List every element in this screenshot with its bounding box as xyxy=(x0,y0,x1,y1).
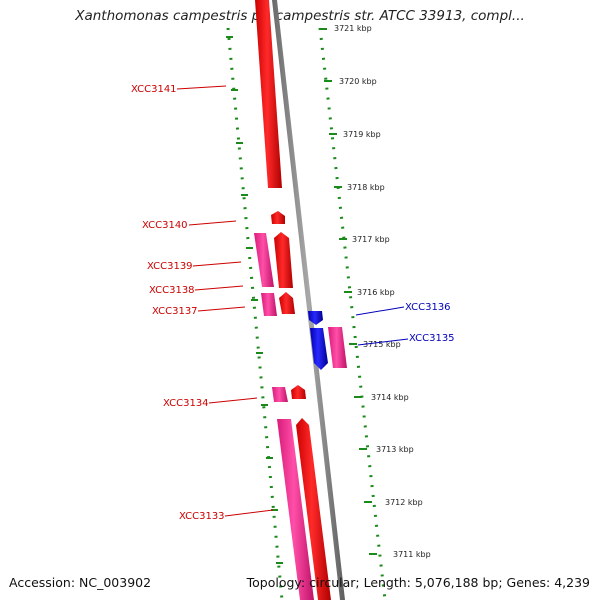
gene-xcc3136-cds[interactable] xyxy=(308,311,323,325)
gene-xcc3141-cds[interactable] xyxy=(255,0,282,188)
gene-label-xcc3138[interactable]: XCC3138 xyxy=(149,285,195,296)
gene-xcc3134-gene[interactable] xyxy=(272,387,288,402)
kbp-tick-label: 3714 kbp xyxy=(371,393,409,402)
gene-label-xcc3136[interactable]: XCC3136 xyxy=(405,302,451,313)
gene-label-xcc3134[interactable]: XCC3134 xyxy=(163,398,209,409)
gene-label-xcc3137[interactable]: XCC3137 xyxy=(152,306,198,317)
gene-xcc3135-gene[interactable] xyxy=(328,327,347,368)
ruler-right-ticks xyxy=(319,28,377,555)
map-title: Xanthomonas campestris pv. campestris st… xyxy=(75,8,525,24)
gene-xcc3139-cds[interactable] xyxy=(274,232,293,288)
ruler-right-line xyxy=(318,27,387,600)
gene-xcc3134-cds[interactable] xyxy=(291,385,306,399)
gene-label-xcc3139[interactable]: XCC3139 xyxy=(147,261,193,272)
kbp-tick-label: 3716 kbp xyxy=(357,288,395,297)
sequence-backbone xyxy=(272,0,345,600)
kbp-tick-label: 3718 kbp xyxy=(347,183,385,192)
kbp-tick-label: 3715 kbp xyxy=(363,340,401,349)
kbp-tick-label: 3720 kbp xyxy=(339,77,377,86)
gene-xcc3133-cds[interactable] xyxy=(296,418,331,600)
ruler-left-ticks xyxy=(226,36,283,564)
gene-label-xcc3141[interactable]: XCC3141 xyxy=(131,84,177,95)
gene-xcc3135-cds[interactable] xyxy=(310,328,328,370)
kbp-tick-label: 3712 kbp xyxy=(385,498,423,507)
gene-label-xcc3133[interactable]: XCC3133 xyxy=(179,511,225,522)
kbp-tick-label: 3719 kbp xyxy=(343,130,381,139)
gene-label-connectors xyxy=(176,85,409,517)
gene-xcc3137-cds[interactable] xyxy=(279,292,295,314)
kbp-tick-label: 3711 kbp xyxy=(393,550,431,559)
gene-xcc3140-cds[interactable] xyxy=(271,211,285,224)
gene-label-xcc3135[interactable]: XCC3135 xyxy=(409,333,455,344)
kbp-tick-label: 3721 kbp xyxy=(334,24,372,33)
gene-xcc3133-gene[interactable] xyxy=(277,419,314,600)
gene-label-xcc3140[interactable]: XCC3140 xyxy=(142,220,188,231)
genome-summary: Topology: circular; Length: 5,076,188 bp… xyxy=(246,575,590,590)
accession-info: Accession: NC_003902 xyxy=(9,575,152,590)
kbp-tick-label: 3717 kbp xyxy=(352,235,390,244)
kbp-tick-label: 3713 kbp xyxy=(376,445,414,454)
gene-xcc3139-gene[interactable] xyxy=(254,233,274,287)
gene-xcc3137-gene[interactable] xyxy=(261,293,277,316)
